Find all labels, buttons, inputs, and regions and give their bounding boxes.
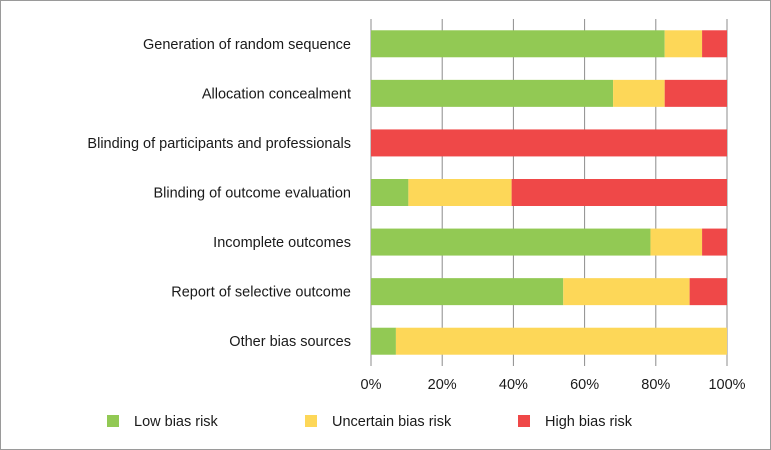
category-label: Blinding of outcome evaluation — [154, 186, 352, 202]
bar-segment-uncertain-bias-risk — [408, 179, 512, 206]
legend-label: Uncertain bias risk — [332, 414, 452, 430]
legend: Low bias risk Uncertain bias risk High bia… — [107, 414, 633, 430]
bar-segment-high-bias-risk — [702, 228, 727, 256]
bar-segment-high-bias-risk — [511, 179, 727, 206]
bar-segment-low-bias-risk — [371, 179, 409, 206]
bar-segment-high-bias-risk — [689, 278, 727, 306]
category-label: Report of selective outcome — [171, 285, 351, 301]
bar-segment-uncertain-bias-risk — [563, 278, 690, 306]
bar-segment-high-bias-risk — [371, 129, 727, 157]
bar-segment-low-bias-risk — [371, 278, 564, 306]
x-tick-label: 0% — [361, 377, 382, 393]
x-axis-ticks: 0% 20% 40% 60% 80% 100% — [361, 377, 746, 393]
bar-series — [371, 30, 727, 355]
category-label: Blinding of participants and professiona… — [87, 136, 351, 152]
bar-segment-low-bias-risk — [371, 30, 665, 58]
x-tick-label: 80% — [641, 377, 670, 393]
bar-segment-low-bias-risk — [371, 79, 614, 107]
x-tick-label: 100% — [708, 377, 745, 393]
category-labels: Generation of random sequence Allocation … — [87, 37, 351, 350]
legend-label: High bias risk — [545, 414, 633, 430]
bar-segment-uncertain-bias-risk — [650, 228, 703, 256]
category-label: Generation of random sequence — [143, 37, 351, 53]
legend-swatch — [518, 415, 530, 427]
legend-swatch — [305, 415, 317, 427]
legend-label: Low bias risk — [134, 414, 219, 430]
bar-segment-uncertain-bias-risk — [613, 79, 665, 107]
x-tick-label: 40% — [499, 377, 528, 393]
x-tick-label: 60% — [570, 377, 599, 393]
x-tick-label: 20% — [428, 377, 457, 393]
bar-segment-uncertain-bias-risk — [664, 30, 703, 58]
category-label: Incomplete outcomes — [213, 235, 351, 251]
bar-segment-high-bias-risk — [664, 79, 727, 107]
category-label: Other bias sources — [229, 334, 351, 350]
bar-segment-low-bias-risk — [371, 327, 396, 355]
bar-segment-high-bias-risk — [702, 30, 727, 58]
bar-segment-low-bias-risk — [371, 228, 651, 256]
bar-segment-uncertain-bias-risk — [395, 327, 727, 355]
legend-swatch — [107, 415, 119, 427]
category-label: Allocation concealment — [202, 86, 351, 102]
